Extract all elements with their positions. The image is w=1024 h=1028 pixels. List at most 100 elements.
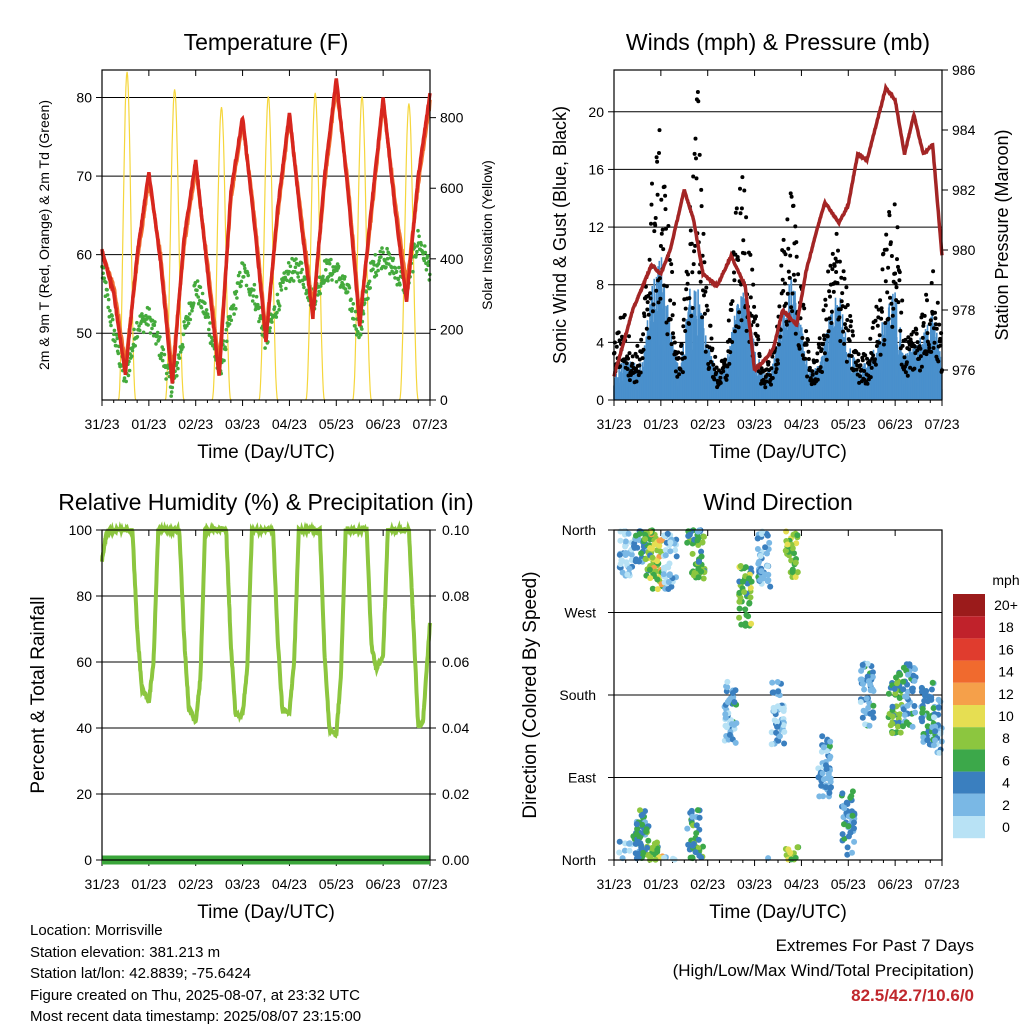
- y2-tick-label: 976: [952, 362, 976, 378]
- dewpoint-point: [287, 269, 292, 274]
- wind-direction-point: [626, 565, 633, 572]
- dewpoint-point: [323, 278, 328, 283]
- dewpoint-point: [251, 294, 256, 298]
- wind-direction-point: [900, 686, 907, 693]
- wind-direction-point: [896, 670, 903, 677]
- y-tick-label: 20: [76, 786, 92, 802]
- gust-point: [671, 335, 676, 340]
- gust-point: [665, 332, 670, 337]
- x-tick-label: 31/23: [84, 416, 119, 432]
- wind-direction-point: [639, 811, 646, 818]
- gust-point: [833, 256, 838, 261]
- gust-point: [652, 229, 657, 234]
- gust-point: [635, 343, 640, 348]
- wind-direction-point: [664, 530, 671, 537]
- gust-point: [703, 289, 708, 294]
- dewpoint-point: [158, 335, 162, 339]
- gust-point: [868, 375, 873, 380]
- dewpoint-point: [279, 288, 284, 292]
- wind-direction-point: [689, 842, 696, 849]
- wind-direction-point: [723, 683, 730, 690]
- dewpoint-point: [108, 320, 113, 324]
- dewpoint-point: [367, 279, 372, 284]
- wind-direction-point: [728, 721, 735, 728]
- gust-point: [854, 367, 859, 372]
- gust-point: [726, 318, 731, 323]
- gust-point: [848, 314, 853, 318]
- wind-direction-point: [865, 704, 872, 711]
- dewpoint-point: [130, 348, 135, 353]
- gust-point: [897, 270, 902, 275]
- relative-humidity-line: [100, 520, 432, 739]
- dewpoint-point: [199, 305, 204, 310]
- wind-direction-point: [926, 714, 933, 721]
- gust-point: [848, 324, 853, 329]
- x-tick-label: 01/23: [131, 416, 166, 432]
- wind-direction-point: [919, 715, 925, 722]
- gust-point: [931, 346, 936, 350]
- gust-point: [914, 331, 919, 336]
- gust-point: [924, 352, 929, 357]
- gust-point: [821, 333, 826, 338]
- gust-point: [736, 258, 741, 262]
- dewpoint-point: [385, 246, 389, 251]
- dewpoint-point: [195, 279, 200, 283]
- wind-direction-point: [649, 585, 656, 592]
- x-tick-label: 01/23: [131, 876, 166, 892]
- wind-direction-point: [754, 535, 761, 542]
- dewpoint-point: [137, 324, 141, 328]
- gust-point: [641, 332, 646, 337]
- dewpoint-point: [124, 379, 128, 384]
- dewpoint-point: [393, 276, 397, 280]
- gust-point: [658, 244, 663, 248]
- x-tick-label: 05/23: [319, 876, 354, 892]
- wind-direction-point: [651, 840, 658, 847]
- y2-tick-label: 0: [440, 392, 448, 408]
- gust-point: [649, 221, 653, 226]
- wind-direction-point: [621, 847, 628, 854]
- gust-point: [865, 381, 870, 386]
- wind-direction-point: [792, 559, 799, 566]
- dewpoint-point: [112, 332, 116, 337]
- latlon-text: Station lat/lon: 42.8839; -75.6424: [30, 965, 252, 982]
- x-axis-label-0: Time (Day/UTC): [197, 442, 335, 463]
- wind-direction-point: [696, 852, 703, 859]
- wind-direction-point: [689, 813, 696, 820]
- dewpoint-point: [301, 282, 306, 287]
- dewpoint-point: [296, 275, 301, 279]
- gust-point: [756, 337, 761, 342]
- wind-direction-point: [902, 693, 908, 700]
- wind-direction-point: [736, 598, 743, 605]
- gust-point: [827, 316, 832, 321]
- gust-point: [666, 224, 671, 228]
- gust-point: [928, 318, 933, 323]
- gust-point: [879, 306, 884, 311]
- dewpoint-point: [317, 275, 322, 280]
- gust-point: [723, 357, 728, 362]
- dewpoint-point: [302, 285, 306, 290]
- gust-point: [877, 333, 882, 338]
- gust-point: [640, 356, 645, 361]
- gust-point: [856, 358, 861, 363]
- wind-direction-point: [794, 844, 801, 851]
- gust-point: [825, 334, 830, 339]
- gust-point: [802, 306, 807, 311]
- wind-direction-point: [919, 705, 926, 712]
- wind-direction-point: [789, 569, 796, 575]
- wind-direction-point: [767, 583, 774, 590]
- gust-point: [887, 210, 892, 214]
- wind-direction-point: [754, 546, 761, 552]
- dewpoint-point: [423, 244, 427, 248]
- gust-point: [829, 321, 834, 325]
- gust-point: [822, 351, 827, 356]
- gust-point: [899, 362, 904, 367]
- gust-point: [686, 272, 690, 277]
- x-tick-label: 03/23: [225, 876, 260, 892]
- wind-direction-point: [698, 568, 705, 575]
- gust-point: [661, 247, 666, 252]
- gust-point: [683, 306, 688, 311]
- gust-point: [657, 128, 662, 133]
- wind-direction-point: [747, 565, 754, 572]
- wind-direction-point: [747, 594, 754, 601]
- gust-point: [801, 302, 806, 307]
